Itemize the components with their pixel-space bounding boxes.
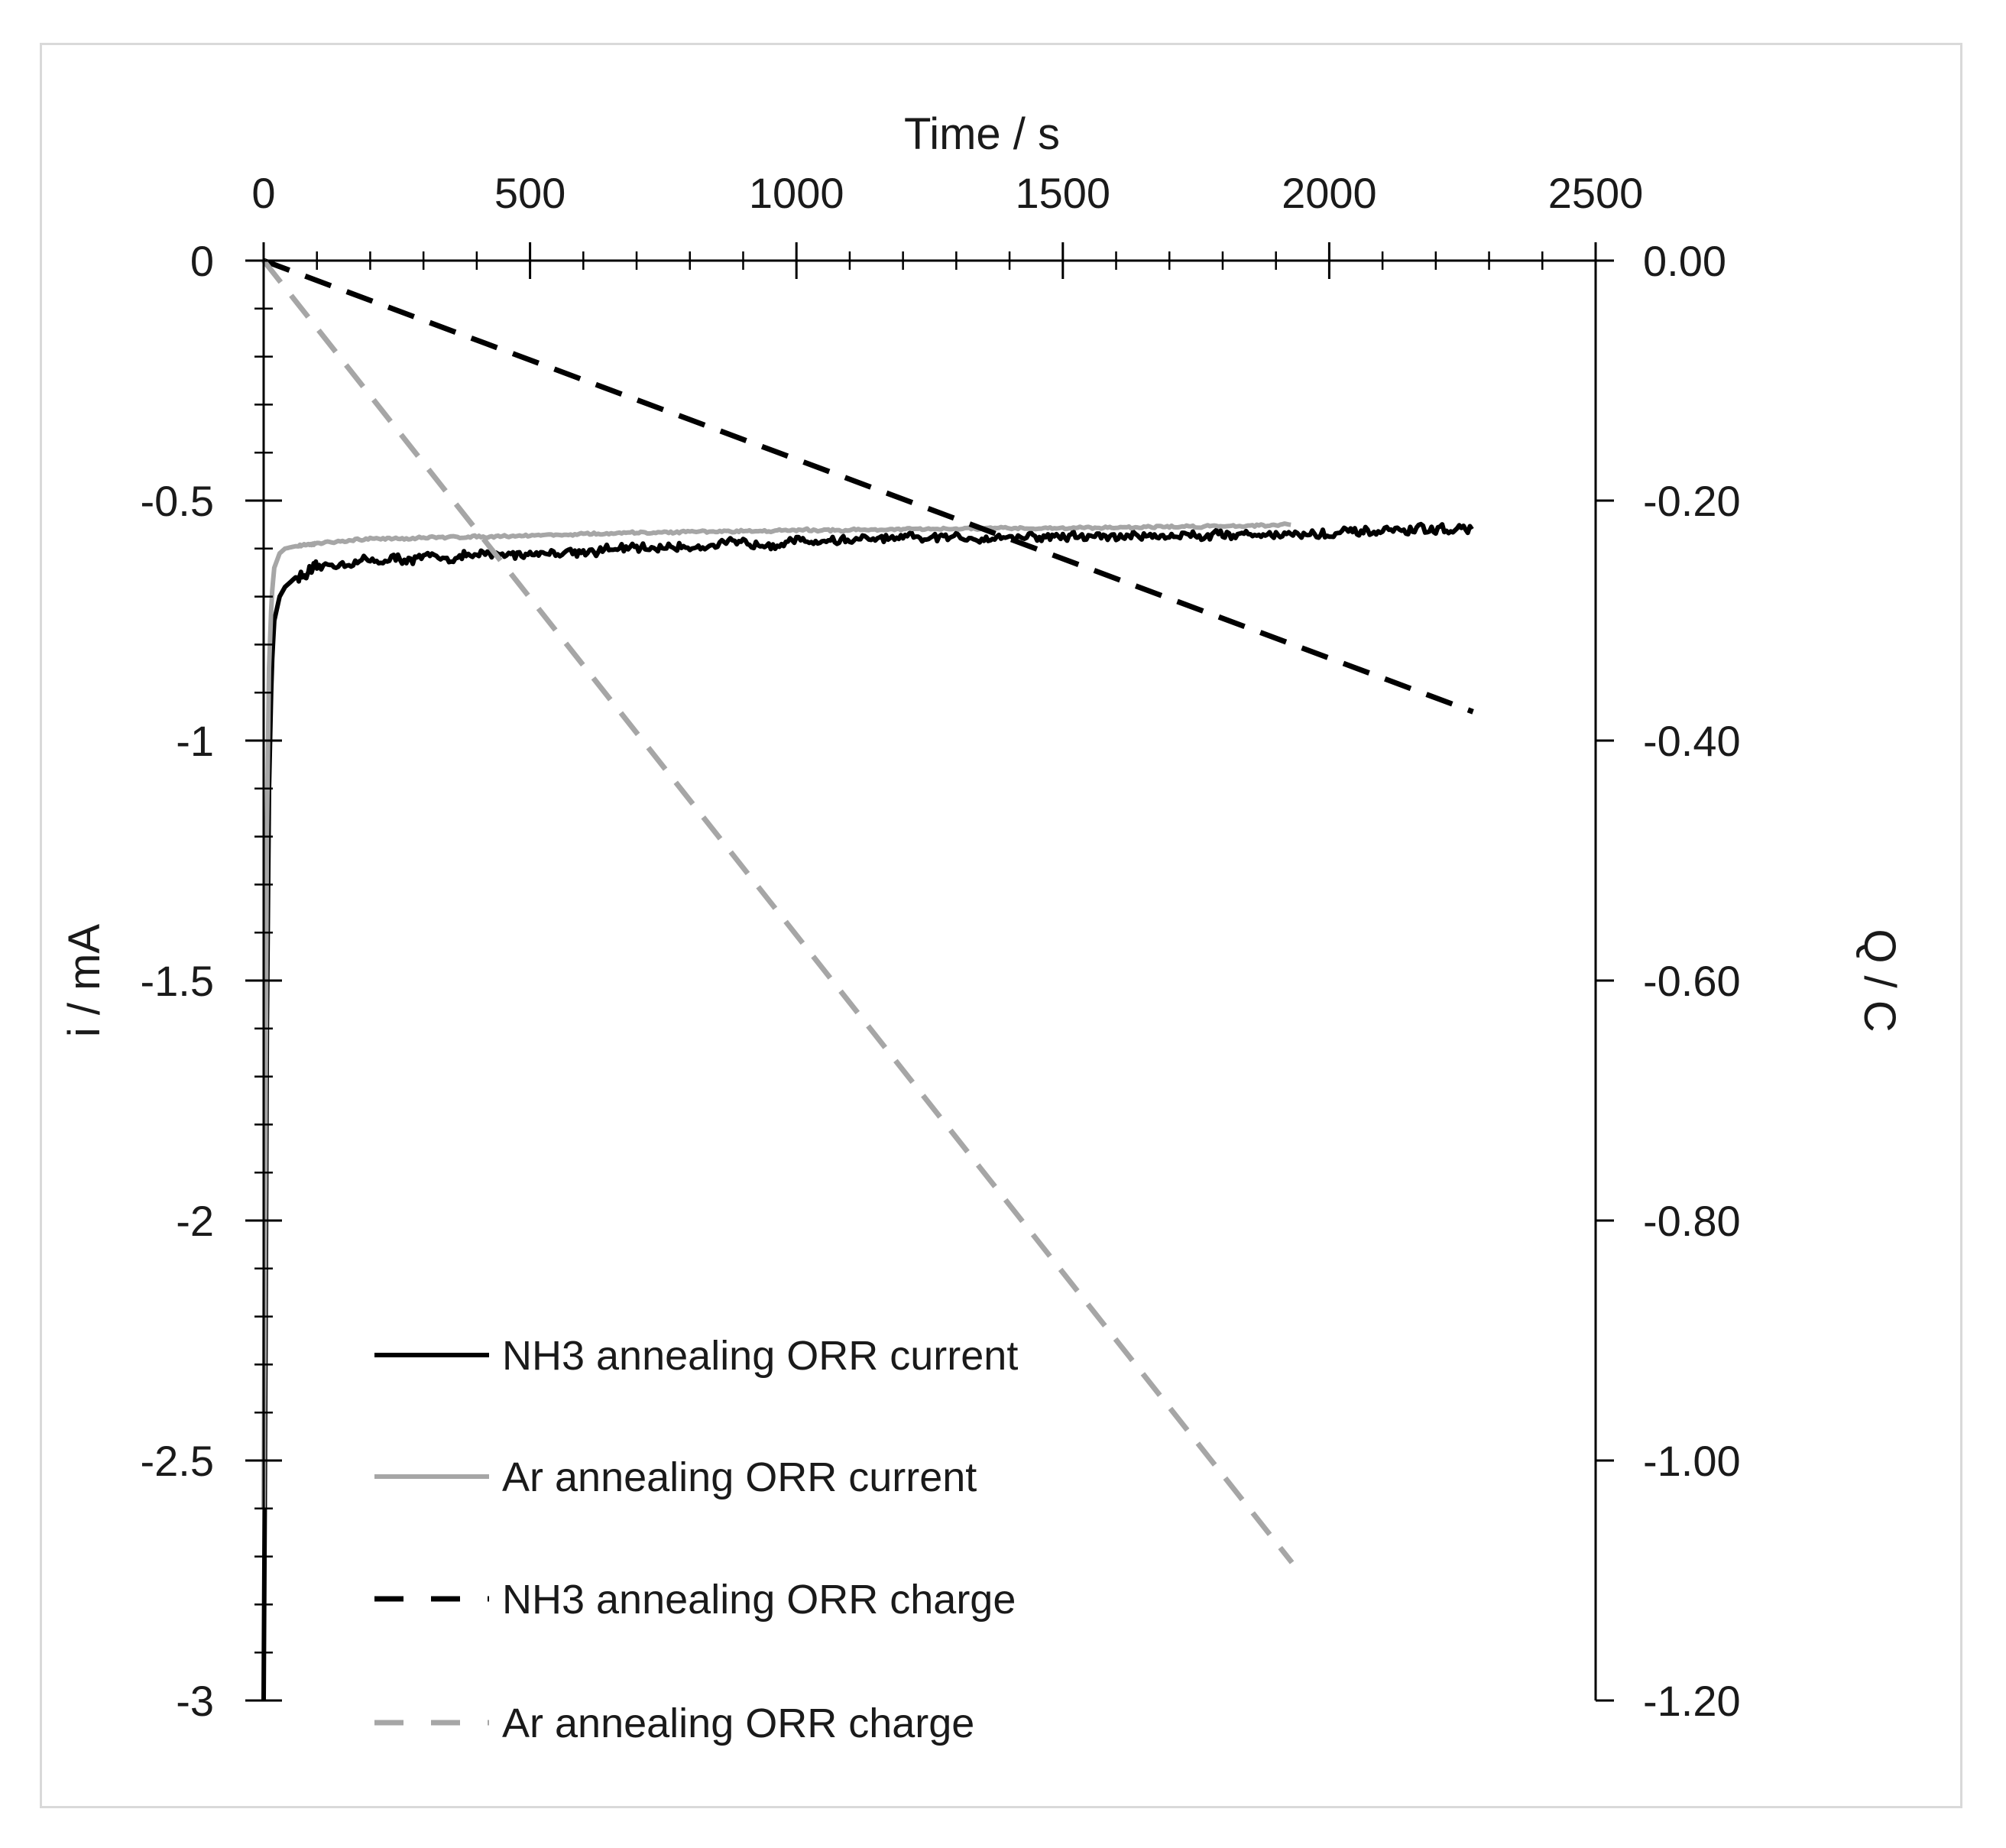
legend-label-3: NH3 annealing ORR charge — [502, 1577, 1016, 1623]
series-line-3 — [262, 258, 1474, 715]
y-right-tick-label: -0.80 — [1643, 1197, 1741, 1245]
y-right-tick-label: -0.40 — [1643, 717, 1741, 765]
legend-layer: NH3 annealing ORR current Ar annealing OR… — [374, 1333, 1018, 1746]
y-right-tick-label: -1.00 — [1643, 1437, 1741, 1485]
y-left-tick-label: -3 — [176, 1677, 214, 1725]
series-layer — [261, 258, 1474, 1701]
x-axis-title: Time / s — [904, 109, 1060, 159]
y-left-tick-label: -1 — [176, 717, 214, 765]
y-right-tick-label: -1.20 — [1643, 1677, 1741, 1725]
x-tick-label: 500 — [494, 169, 566, 217]
y-left-axis-title: i / mA — [60, 924, 109, 1038]
x-tick-label: 2000 — [1282, 169, 1377, 217]
y-right-tick-label: 0.00 — [1643, 237, 1726, 285]
x-tick-label: 2500 — [1548, 169, 1644, 217]
x-tick-label: 1000 — [749, 169, 844, 217]
y-left-tick-label: -1.5 — [141, 957, 215, 1005]
y-left-tick-label: -2 — [176, 1197, 214, 1245]
axis-layer: 0 500 1000 1500 2000 2500 Time / s 0 -0.5 -1 -1.5 -… — [60, 109, 1904, 1725]
y-left-tick-label: -2.5 — [141, 1437, 215, 1485]
y-left-tick-label: 0 — [190, 237, 214, 285]
x-tick-label: 1500 — [1016, 169, 1111, 217]
y-right-axis-title: Q / C — [1855, 929, 1904, 1032]
chart-frame — [40, 43, 1962, 1808]
x-tick-label: 0 — [251, 169, 275, 217]
series-line-4 — [261, 258, 1295, 1564]
series-line-1 — [261, 521, 1474, 1701]
legend-label-2: Ar annealing ORR current — [502, 1454, 977, 1500]
legend-label-1: NH3 annealing ORR current — [502, 1333, 1018, 1379]
y-left-tick-label: -0.5 — [141, 477, 215, 525]
legend-label-4: Ar annealing ORR charge — [502, 1700, 974, 1746]
series-line-2 — [261, 521, 1291, 1509]
y-right-tick-label: -0.60 — [1643, 957, 1741, 1005]
y-right-tick-label: -0.20 — [1643, 477, 1741, 525]
